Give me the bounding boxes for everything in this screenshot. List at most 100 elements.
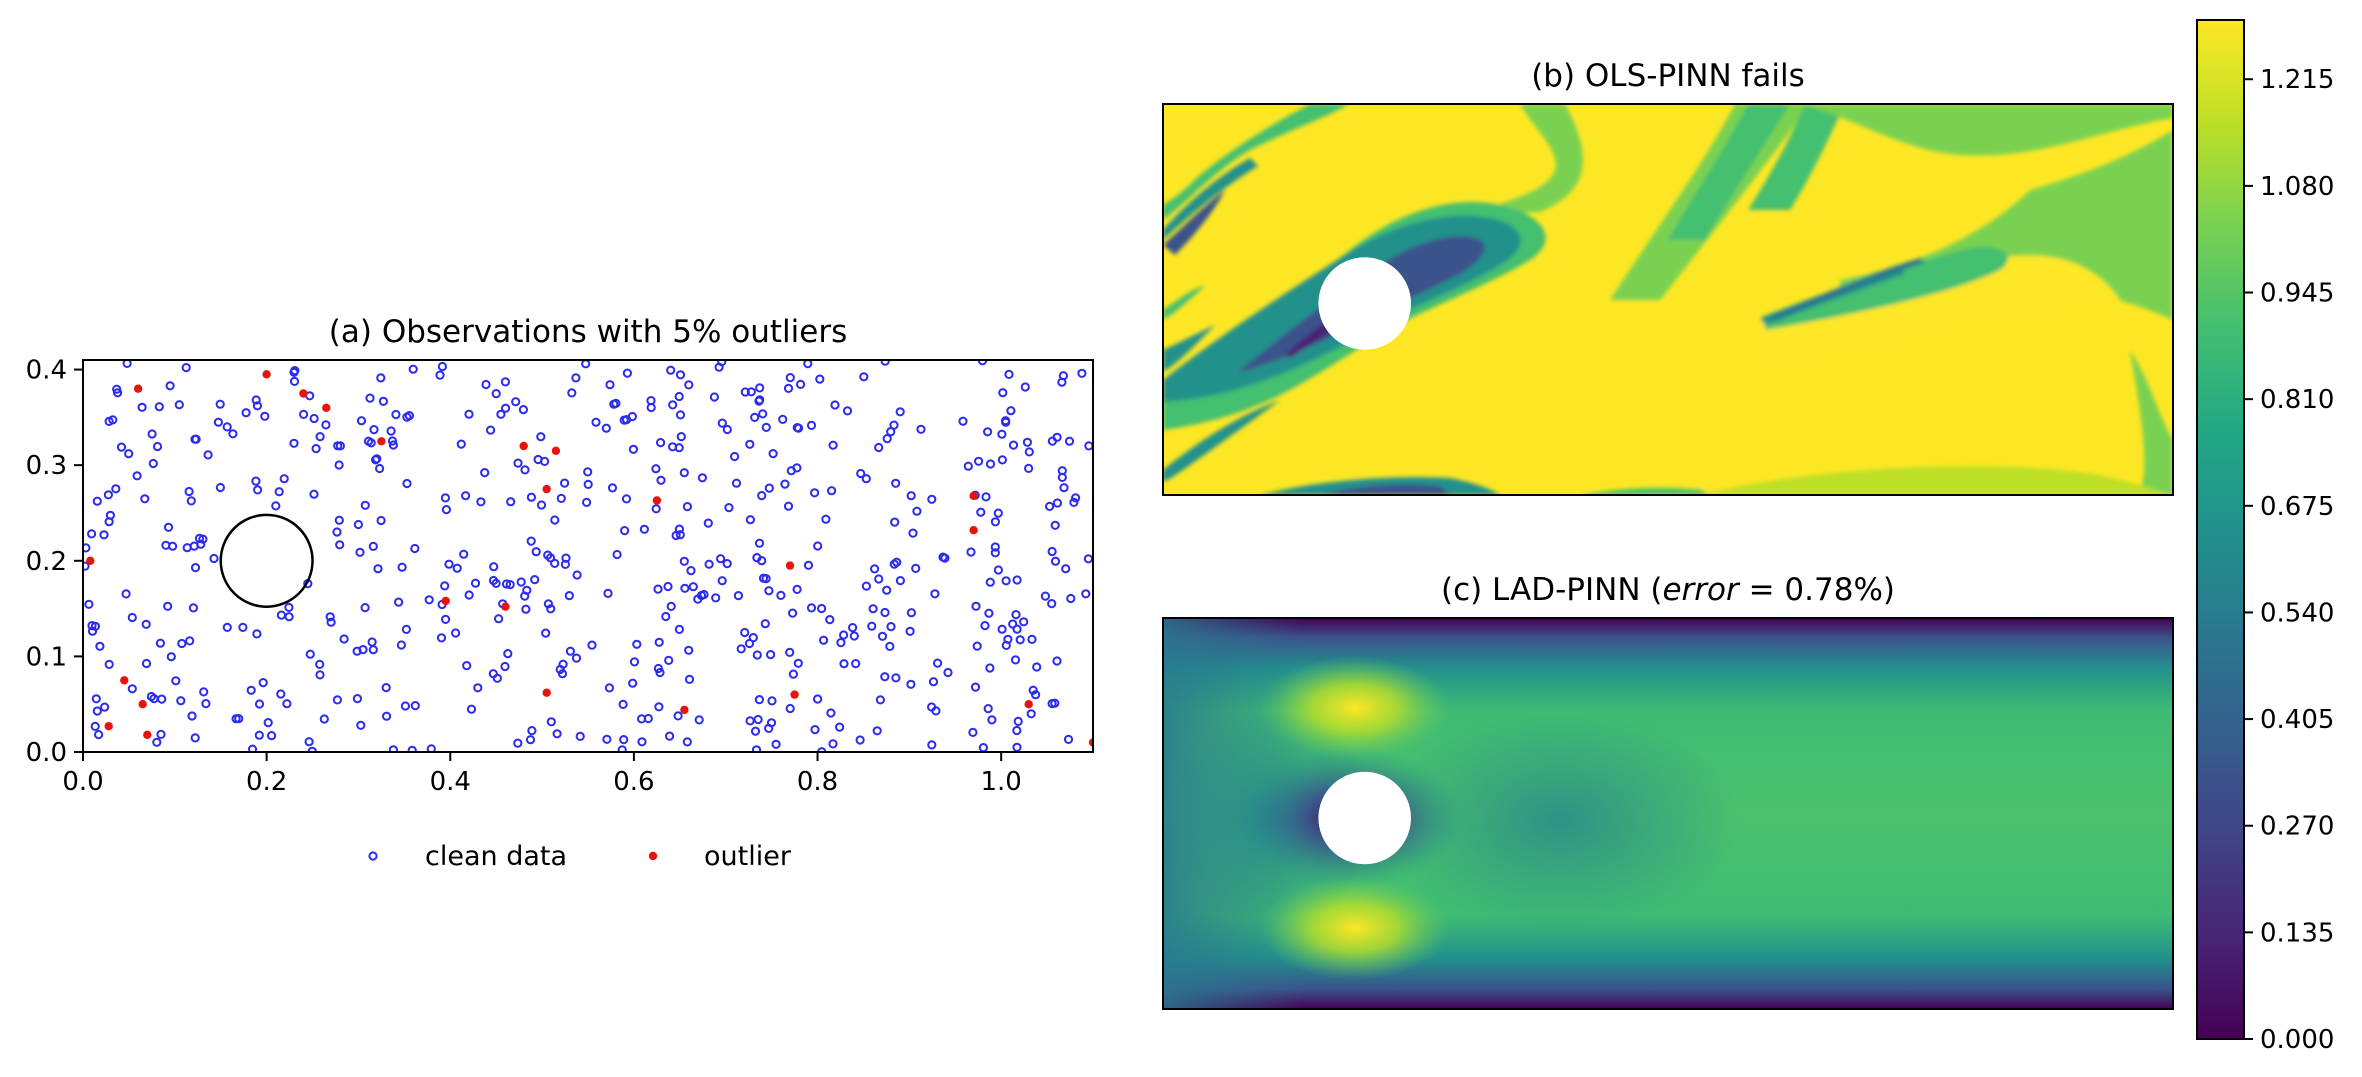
clean-data-point: [754, 538, 765, 548]
clean-data-point: [1047, 699, 1057, 709]
clean-data-point: [666, 365, 676, 375]
clean-data-point: [141, 619, 151, 629]
clean-data-point: [121, 589, 131, 599]
clean-data-point: [776, 590, 786, 601]
clean-data-point: [186, 496, 196, 506]
clean-data-point: [796, 379, 806, 389]
clean-data-point: [368, 541, 378, 552]
clean-data-point: [247, 744, 258, 752]
x-tick-label: 0.2: [246, 767, 287, 797]
clean-data-point: [1047, 436, 1058, 446]
clean-data-point: [369, 425, 379, 435]
clean-data-point: [764, 483, 774, 493]
clean-data-point: [987, 715, 997, 725]
clean-data-point: [813, 541, 823, 551]
clean-data-point: [668, 400, 678, 410]
clean-data-point: [601, 423, 611, 433]
clean-data-point: [1081, 589, 1091, 599]
clean-data-point: [889, 420, 899, 430]
clean-data-point: [839, 659, 849, 669]
clean-data-point: [157, 694, 167, 704]
clean-data-point: [511, 397, 521, 407]
clean-data-point: [315, 659, 325, 670]
clean-data-point: [927, 494, 937, 504]
clean-data-point: [388, 440, 398, 450]
clean-data-point: [607, 483, 618, 493]
y-tick-label: 0.4: [26, 356, 67, 386]
clean-data-point: [367, 637, 377, 647]
colorbar-tick-label: 1.215: [2260, 65, 2334, 95]
clean-data-point: [473, 683, 483, 693]
clean-data-point: [190, 434, 200, 444]
clean-data-point: [1026, 709, 1036, 719]
clean-data-point: [309, 413, 319, 424]
clean-data-point: [252, 401, 262, 411]
clean-data-point: [231, 714, 241, 724]
clean-data-point: [444, 559, 454, 569]
clean-data-point: [958, 416, 968, 426]
panel-b-frame: [1162, 103, 2174, 496]
clean-data-point: [557, 669, 568, 679]
panel-b-field: [1163, 104, 2173, 495]
clean-data-point: [602, 734, 612, 744]
x-tick-label: 0.8: [797, 767, 838, 797]
clean-data-point: [190, 563, 201, 573]
clean-data-point: [890, 517, 900, 527]
clean-data-point: [654, 637, 664, 647]
clean-data-point: [332, 695, 342, 705]
clean-data-point: [1020, 382, 1030, 392]
clean-data-point: [714, 362, 724, 372]
clean-data-point: [254, 730, 264, 740]
clean-data-point: [750, 726, 761, 736]
clean-data-point: [366, 438, 376, 448]
clean-data-point: [560, 478, 570, 488]
clean-data-point: [1077, 368, 1087, 378]
clean-data-point: [998, 388, 1008, 398]
clean-data-point: [974, 456, 984, 466]
clean-data-point: [880, 672, 890, 682]
outlier-point: [790, 690, 799, 699]
clean-data-point: [803, 360, 813, 369]
outlier-point: [133, 384, 143, 393]
clean-data-point: [127, 684, 137, 694]
clean-data-point: [148, 458, 158, 469]
clean-data-point: [874, 442, 884, 453]
clean-data-point: [646, 396, 656, 406]
clean-data-point: [978, 743, 988, 752]
clean-data-point: [489, 562, 499, 572]
clean-data-point: [877, 631, 888, 641]
clean-data-point: [912, 506, 922, 516]
clean-data-point: [849, 631, 859, 641]
clean-data-point: [810, 725, 820, 735]
clean-data-point: [263, 718, 273, 728]
clean-data-point: [391, 409, 401, 420]
clean-data-point: [152, 441, 163, 452]
panel-b-cylinder: [1318, 257, 1411, 350]
clean-data-point: [828, 739, 838, 749]
clean-data-point: [246, 685, 256, 695]
clean-data-point: [90, 621, 101, 631]
clean-data-point: [1069, 497, 1079, 507]
clean-data-point: [1027, 634, 1037, 645]
clean-data-point: [375, 463, 385, 474]
legend-clean-marker: [368, 851, 378, 861]
clean-data-point: [1031, 690, 1041, 700]
clean-data-point: [848, 623, 858, 633]
colorbar-tick-label: 0.810: [2260, 385, 2334, 415]
clean-data-point: [908, 528, 918, 538]
outlier-point: [785, 561, 795, 570]
clean-data-point: [141, 658, 152, 669]
outlier-point: [501, 602, 510, 611]
clean-data-point: [874, 574, 884, 584]
clean-data-point: [171, 676, 181, 686]
clean-data-point: [184, 486, 194, 497]
clean-data-point: [632, 639, 642, 649]
outlier-point: [143, 730, 152, 739]
clean-data-point: [906, 608, 917, 618]
clean-data-point: [1050, 556, 1061, 566]
clean-data-point: [258, 678, 268, 688]
clean-data-point: [334, 460, 344, 470]
panel-b-title: (b) OLS-PINN fails: [1531, 58, 1805, 94]
clean-data-point: [882, 585, 892, 595]
clean-data-point: [767, 696, 777, 706]
